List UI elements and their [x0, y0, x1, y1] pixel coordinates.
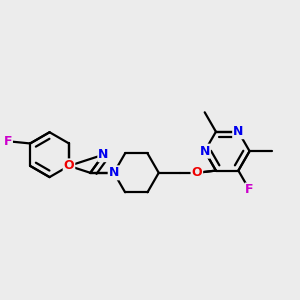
Text: N: N — [98, 148, 109, 161]
Text: N: N — [200, 145, 210, 158]
Text: N: N — [109, 166, 119, 179]
Text: N: N — [233, 125, 244, 138]
Text: O: O — [64, 159, 74, 172]
Text: O: O — [191, 166, 202, 179]
Text: F: F — [245, 184, 254, 196]
Text: F: F — [4, 135, 12, 148]
